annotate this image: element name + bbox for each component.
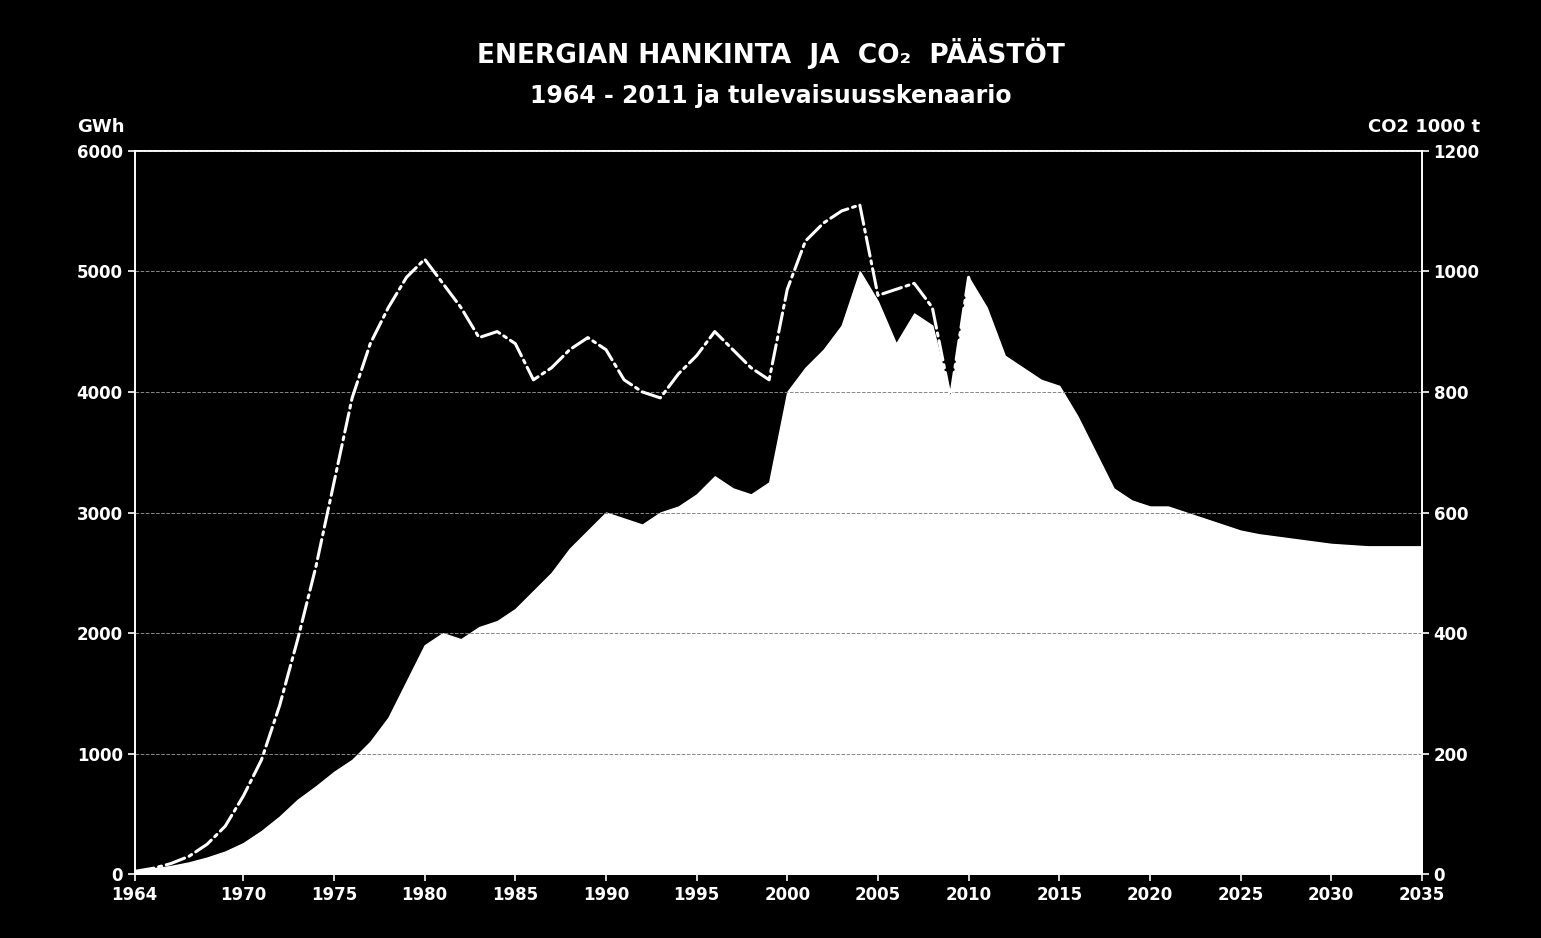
Text: CO2 1000 t: CO2 1000 t (1368, 118, 1479, 136)
Text: ENERGIAN HANKINTA  JA  CO₂  PÄÄSTÖT: ENERGIAN HANKINTA JA CO₂ PÄÄSTÖT (476, 38, 1065, 68)
Text: GWh: GWh (77, 118, 125, 136)
Text: 1964 - 2011 ja tulevaisuusskenaario: 1964 - 2011 ja tulevaisuusskenaario (530, 84, 1011, 109)
